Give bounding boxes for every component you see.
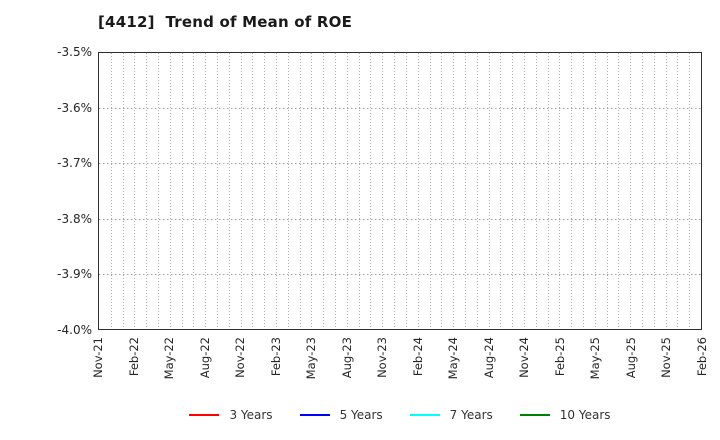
x-tick-label: May-22 xyxy=(162,337,177,380)
v-gridline xyxy=(665,53,667,329)
v-gridline xyxy=(382,53,384,329)
x-tick-label: Aug-25 xyxy=(623,337,638,379)
v-gridline xyxy=(464,53,466,329)
v-gridline xyxy=(228,53,230,329)
x-tick-label: Feb-23 xyxy=(268,337,283,377)
legend-line-swatch xyxy=(299,413,330,417)
chart-title: [4412] Trend of Mean of ROE xyxy=(98,13,353,31)
v-gridline xyxy=(512,53,514,329)
x-tick-label: May-25 xyxy=(588,337,603,380)
legend-item: 5 Years xyxy=(299,408,383,422)
legend-item: 10 Years xyxy=(519,408,611,422)
v-gridline xyxy=(547,53,549,329)
v-gridline xyxy=(181,53,183,329)
v-gridline xyxy=(323,53,325,329)
v-gridline xyxy=(594,53,596,329)
v-gridline xyxy=(441,53,443,329)
v-gridline xyxy=(429,53,431,329)
y-tick-label: -3.5% xyxy=(57,45,92,59)
v-gridline xyxy=(523,53,525,329)
v-gridline xyxy=(606,53,608,329)
legend-item: 7 Years xyxy=(409,408,493,422)
x-tick-label: May-23 xyxy=(304,337,319,380)
x-tick-label: Nov-21 xyxy=(91,337,105,378)
v-gridline xyxy=(405,53,407,329)
y-tick-label: -3.6% xyxy=(57,100,92,115)
legend-label: 7 Years xyxy=(449,408,493,422)
v-gridline xyxy=(335,53,337,329)
v-gridline xyxy=(488,53,490,329)
x-tick-label: Nov-24 xyxy=(517,337,532,378)
v-gridline xyxy=(500,53,502,329)
x-tick-label: Aug-22 xyxy=(197,337,212,379)
h-gridline xyxy=(99,163,701,165)
y-tick-label: -3.9% xyxy=(57,267,92,282)
v-gridline xyxy=(535,53,537,329)
v-gridline xyxy=(618,53,620,329)
v-gridline xyxy=(122,53,124,329)
v-gridline xyxy=(110,53,112,329)
v-gridline xyxy=(358,53,360,329)
y-tick-label: -4.0% xyxy=(57,323,92,337)
v-gridline xyxy=(476,53,478,329)
v-gridline xyxy=(276,53,278,329)
h-gridline xyxy=(99,273,701,275)
v-gridline xyxy=(653,53,655,329)
legend-label: 3 Years xyxy=(229,408,273,422)
v-gridline xyxy=(582,53,584,329)
x-tick-label: Nov-23 xyxy=(375,337,390,378)
v-gridline xyxy=(689,53,691,329)
legend-label: 5 Years xyxy=(339,408,383,422)
v-gridline xyxy=(193,53,195,329)
v-gridline xyxy=(394,53,396,329)
v-gridline xyxy=(299,53,301,329)
x-tick-label: Nov-25 xyxy=(659,337,674,378)
legend-item: 3 Years xyxy=(189,408,273,422)
x-tick-label: Feb-26 xyxy=(695,337,709,377)
x-tick-label: Nov-22 xyxy=(233,337,248,378)
v-gridline xyxy=(311,53,313,329)
x-tick-label: Feb-24 xyxy=(410,337,425,377)
v-gridline xyxy=(417,53,419,329)
v-gridline xyxy=(677,53,679,329)
y-tick-label: -3.7% xyxy=(57,156,92,171)
v-gridline xyxy=(641,53,643,329)
legend-line-swatch xyxy=(519,413,550,417)
x-tick-label: Aug-23 xyxy=(339,337,354,379)
v-gridline xyxy=(252,53,254,329)
v-gridline xyxy=(217,53,219,329)
v-gridline xyxy=(146,53,148,329)
h-gridline xyxy=(99,218,701,220)
h-gridline xyxy=(99,108,701,110)
v-gridline xyxy=(370,53,372,329)
v-gridline xyxy=(264,53,266,329)
v-gridline xyxy=(158,53,160,329)
v-gridline xyxy=(169,53,171,329)
v-gridline xyxy=(630,53,632,329)
v-gridline xyxy=(134,53,136,329)
v-gridline xyxy=(287,53,289,329)
legend: 3 Years 5 Years 7 Years 10 Years xyxy=(98,403,702,427)
legend-label: 10 Years xyxy=(559,408,611,422)
x-tick-label: Feb-22 xyxy=(126,337,141,377)
legend-line-swatch xyxy=(189,413,220,417)
y-tick-label: -3.8% xyxy=(57,211,92,226)
x-tick-label: May-24 xyxy=(446,337,461,380)
x-tick-label: Feb-25 xyxy=(552,337,567,377)
v-gridline xyxy=(571,53,573,329)
plot-area xyxy=(98,52,702,330)
x-tick-label: Aug-24 xyxy=(481,337,496,379)
v-gridline xyxy=(453,53,455,329)
v-gridline xyxy=(240,53,242,329)
v-gridline xyxy=(346,53,348,329)
v-gridline xyxy=(559,53,561,329)
legend-line-swatch xyxy=(409,413,440,417)
v-gridline xyxy=(205,53,207,329)
